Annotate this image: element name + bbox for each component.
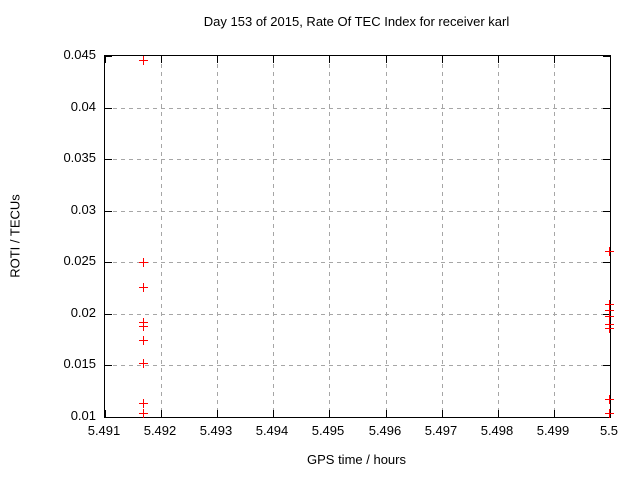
- x-tick-label: 5.491: [87, 423, 121, 438]
- data-point-marker: [139, 335, 149, 345]
- y-tick-label: 0.015: [63, 356, 96, 371]
- tick-mark: [603, 314, 610, 315]
- x-tick-label: 5.495: [311, 423, 345, 438]
- tick-mark: [603, 262, 610, 263]
- grid-line-vertical: [498, 56, 499, 417]
- data-point-marker: [605, 305, 614, 315]
- chart-title: Day 153 of 2015, Rate Of TEC Index for r…: [203, 14, 510, 29]
- x-tick-label: 5.5: [599, 423, 619, 438]
- grid-line-vertical: [273, 56, 274, 417]
- tick-mark: [603, 56, 610, 57]
- tick-mark: [105, 159, 112, 160]
- data-point-marker: [139, 398, 149, 408]
- data-point-marker: [605, 324, 614, 334]
- tick-mark: [442, 410, 443, 417]
- grid-line-vertical: [554, 56, 555, 417]
- tick-mark: [498, 56, 499, 63]
- tick-mark: [610, 56, 611, 63]
- tick-mark: [498, 410, 499, 417]
- tick-mark: [217, 56, 218, 63]
- tick-mark: [554, 56, 555, 63]
- data-point-marker: [139, 283, 149, 293]
- x-tick-label: 5.499: [536, 423, 570, 438]
- y-tick-label: 0.04: [70, 99, 96, 114]
- y-tick-label: 0.035: [63, 150, 96, 165]
- tick-mark: [105, 211, 112, 212]
- tick-mark: [386, 410, 387, 417]
- grid-line-horizontal: [105, 211, 610, 212]
- tick-mark: [105, 410, 106, 417]
- tick-mark: [329, 410, 330, 417]
- grid-line-vertical: [442, 56, 443, 417]
- data-point-marker: [139, 56, 149, 66]
- tick-mark: [105, 314, 112, 315]
- grid-line-vertical: [386, 56, 387, 417]
- data-point-marker: [139, 258, 149, 268]
- tick-mark: [603, 417, 610, 418]
- data-point-marker: [139, 322, 149, 332]
- data-point-marker: [605, 246, 614, 256]
- data-point-marker: [605, 395, 614, 405]
- tick-mark: [603, 365, 610, 366]
- tick-mark: [442, 56, 443, 63]
- data-point-marker: [605, 408, 614, 418]
- plot-area: [104, 55, 614, 418]
- tick-mark: [603, 211, 610, 212]
- x-axis-title: GPS time / hours: [307, 452, 406, 467]
- x-tick-label: 5.497: [424, 423, 458, 438]
- data-point-marker: [605, 311, 614, 321]
- x-tick-label: 5.496: [368, 423, 402, 438]
- tick-mark: [603, 159, 610, 160]
- x-tick-label: 5.498: [480, 423, 514, 438]
- y-tick-label: 0.045: [63, 47, 96, 62]
- grid-line-horizontal: [105, 108, 610, 109]
- tick-mark: [217, 410, 218, 417]
- y-tick-label: 0.01: [70, 408, 96, 423]
- data-point-marker: [139, 359, 149, 369]
- data-point-marker: [605, 299, 614, 309]
- tick-mark: [603, 108, 610, 109]
- tick-mark: [386, 56, 387, 63]
- grid-line-horizontal: [105, 314, 610, 315]
- tick-mark: [273, 410, 274, 417]
- tick-mark: [329, 56, 330, 63]
- grid-line-vertical: [161, 56, 162, 417]
- tick-mark: [105, 417, 112, 418]
- tick-mark: [105, 56, 106, 63]
- y-tick-label: 0.025: [63, 253, 96, 268]
- grid-line-vertical: [217, 56, 218, 417]
- grid-line-horizontal: [105, 262, 610, 263]
- y-axis-title: ROTI / TECUs: [7, 194, 23, 278]
- x-tick-label: 5.492: [143, 423, 177, 438]
- x-tick-label: 5.494: [255, 423, 289, 438]
- data-point-marker: [139, 408, 149, 418]
- grid-line-vertical: [329, 56, 330, 417]
- tick-mark: [105, 56, 112, 57]
- tick-mark: [161, 56, 162, 63]
- grid-line-horizontal: [105, 365, 610, 366]
- tick-mark: [161, 410, 162, 417]
- tick-mark: [105, 108, 112, 109]
- tick-mark: [273, 56, 274, 63]
- tick-mark: [554, 410, 555, 417]
- tick-mark: [105, 365, 112, 366]
- y-tick-label: 0.03: [70, 202, 96, 217]
- y-tick-label: 0.02: [70, 305, 96, 320]
- tick-mark: [105, 262, 112, 263]
- grid-line-horizontal: [105, 159, 610, 160]
- x-tick-label: 5.493: [199, 423, 233, 438]
